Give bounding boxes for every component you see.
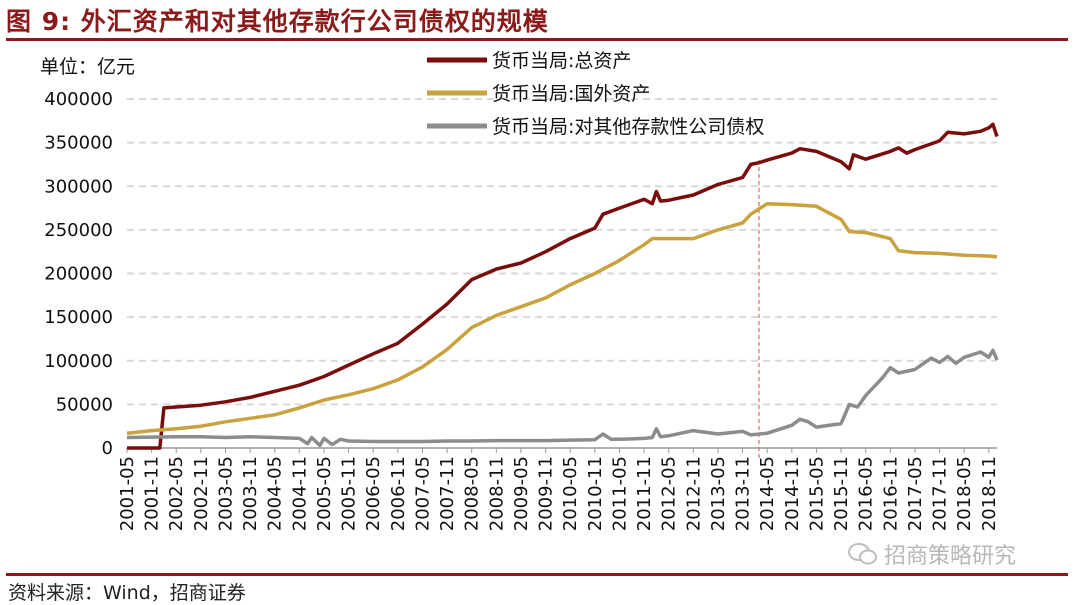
x-tick-label: 2012-05 xyxy=(659,456,680,531)
x-tick-label: 2008-05 xyxy=(462,456,483,531)
y-axis-ticks: 0 50000 100000 150000 200000 250000 300000 3500… xyxy=(44,89,113,459)
unit-label: 单位：亿元 xyxy=(40,56,135,78)
x-tick-label: 2015-05 xyxy=(806,456,827,531)
x-tick-label: 2018-11 xyxy=(979,456,1000,531)
x-tick-label: 2012-11 xyxy=(683,456,704,531)
y-tick-label: 50000 xyxy=(56,394,113,415)
x-tick-label: 2009-11 xyxy=(536,456,557,531)
x-axis: 2001-05 2001-11 2002-05 2002-11 2003-05 2003-… xyxy=(117,447,1000,531)
x-tick-label: 2007-05 xyxy=(412,456,433,531)
figure-title: 图 9: 外汇资产和对其他存款行公司债权的规模 xyxy=(6,7,549,36)
grid-lines xyxy=(127,98,997,406)
x-tick-label: 2001-05 xyxy=(117,456,138,531)
x-tick-label: 2017-11 xyxy=(930,456,951,531)
y-tick-label: 100000 xyxy=(44,351,113,372)
legend-label-2: 货币当局:国外资产 xyxy=(492,83,650,105)
x-tick-label: 2014-05 xyxy=(757,456,778,531)
y-tick-label: 350000 xyxy=(44,133,113,154)
x-tick-label: 2010-05 xyxy=(560,456,581,531)
watermark: 招商策略研究 xyxy=(848,538,1016,570)
x-tick-label: 2011-11 xyxy=(634,456,655,531)
x-tick-label: 2008-11 xyxy=(486,456,507,531)
x-tick-label: 2013-11 xyxy=(733,456,754,531)
x-tick-label: 2006-11 xyxy=(388,456,409,531)
x-tick-label: 2007-11 xyxy=(437,456,458,531)
x-tick-label: 2015-11 xyxy=(831,456,852,531)
source-rule xyxy=(6,573,1068,576)
x-tick-label: 2011-05 xyxy=(609,456,630,531)
x-tick-label: 2001-11 xyxy=(142,456,163,531)
x-tick-label: 2003-11 xyxy=(240,456,261,531)
x-tick-label: 2009-05 xyxy=(511,456,532,531)
series-lines xyxy=(126,122,999,450)
x-tick-label: 2013-05 xyxy=(708,456,729,531)
legend-label-3: 货币当局:对其他存款性公司债权 xyxy=(492,116,764,138)
chart: 单位：亿元 0 50000 100000 150000 200000 250000 3000… xyxy=(40,50,1000,531)
x-tick-label: 2016-05 xyxy=(856,456,877,531)
wechat-icon xyxy=(848,543,877,565)
legend-label-1: 货币当局:总资产 xyxy=(492,50,631,72)
x-tick-label: 2005-05 xyxy=(314,456,335,531)
x-tick-label: 2016-11 xyxy=(880,456,901,531)
x-tick-label: 2004-11 xyxy=(289,456,310,531)
y-tick-label: 0 xyxy=(102,438,113,459)
x-tick-label: 2003-05 xyxy=(215,456,236,531)
series-line-3 xyxy=(126,348,999,448)
x-tick-label: 2004-05 xyxy=(265,456,286,531)
y-tick-label: 200000 xyxy=(44,264,113,285)
series-line-1 xyxy=(127,122,999,450)
x-tick-label: 2014-11 xyxy=(782,456,803,531)
y-tick-label: 250000 xyxy=(44,220,113,241)
x-tick-label: 2017-05 xyxy=(905,456,926,531)
y-tick-label: 400000 xyxy=(44,89,113,110)
source-text: 资料来源：Wind，招商证券 xyxy=(8,582,246,604)
x-tick-label: 2002-05 xyxy=(166,456,187,531)
x-tick-label: 2018-05 xyxy=(954,456,975,531)
x-tick-label: 2010-11 xyxy=(585,456,606,531)
series-line-2 xyxy=(126,201,998,435)
title-rule xyxy=(6,38,1068,41)
y-tick-label: 150000 xyxy=(44,307,113,328)
x-tick-label: 2002-11 xyxy=(191,456,212,531)
y-tick-label: 300000 xyxy=(44,176,113,197)
watermark-text: 招商策略研究 xyxy=(884,544,1017,569)
x-tick-label: 2006-05 xyxy=(363,456,384,531)
x-tick-label: 2005-11 xyxy=(339,456,360,531)
